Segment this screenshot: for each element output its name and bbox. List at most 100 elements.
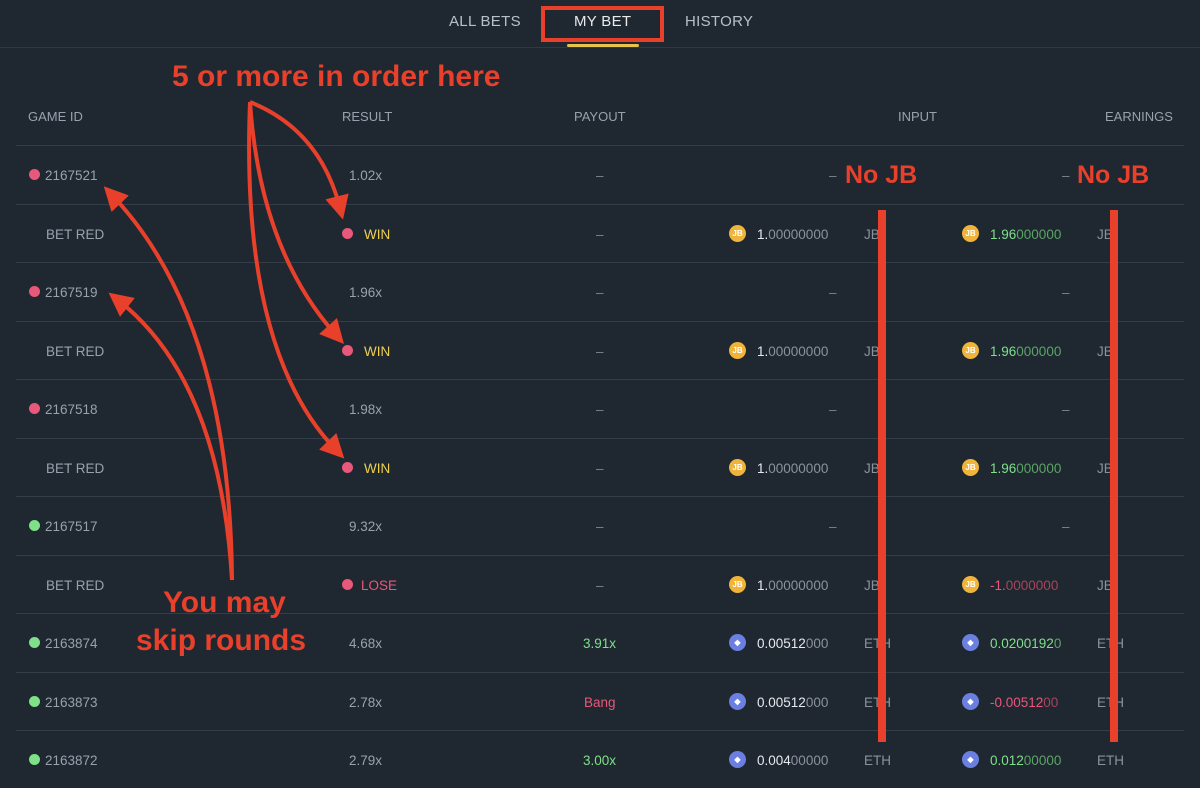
game-result: 2.78x bbox=[349, 694, 383, 710]
earnings-amount: 1.96000000 bbox=[990, 460, 1062, 476]
bet-result: WIN bbox=[364, 343, 391, 359]
annotation-arrows bbox=[103, 100, 1118, 742]
bet-color-dot bbox=[342, 461, 353, 473]
eth-coin-icon: ◆ bbox=[729, 692, 746, 710]
input-amount: 1.00000000 bbox=[757, 343, 829, 359]
earnings-currency: JB bbox=[1097, 226, 1113, 242]
eth-coin-icon: ◆ bbox=[962, 634, 979, 651]
payout: – bbox=[596, 577, 604, 593]
earnings-currency: JB bbox=[1097, 577, 1113, 593]
earnings-empty: – bbox=[1062, 402, 1070, 417]
earnings-amount: 0.02001920 bbox=[990, 636, 1062, 651]
game-id[interactable]: 2167517 bbox=[45, 519, 98, 534]
annotation-skip-2: skip rounds bbox=[136, 624, 307, 657]
earnings-empty: – bbox=[1062, 168, 1070, 183]
tab-all-bets[interactable]: ALL BETS bbox=[449, 13, 521, 30]
annotation-no-jb-earnings: No JB bbox=[1077, 161, 1150, 189]
game-id[interactable]: 2163873 bbox=[45, 694, 98, 710]
bet-label: BET RED bbox=[46, 460, 105, 476]
bet-color-dot bbox=[342, 344, 353, 356]
jb-coin-icon: JB bbox=[729, 341, 746, 359]
jb-coin-icon: JB bbox=[962, 458, 979, 476]
input-amount: 0.00512000 bbox=[757, 694, 829, 710]
bet-color-dot bbox=[342, 227, 353, 239]
annotation-no-jb-input: No JB bbox=[845, 161, 918, 189]
header-earnings: EARNINGS bbox=[1105, 109, 1173, 124]
jb-coin-icon: JB bbox=[962, 341, 979, 359]
table-row[interactable]: 2167519 1.96x – – – bbox=[16, 262, 1184, 320]
table-row[interactable]: 2167518 1.98x – – – bbox=[16, 379, 1184, 437]
header-payout: PAYOUT bbox=[574, 109, 626, 124]
table-row[interactable]: BET RED LOSE – JB 1.00000000 JB JB -1.0000000 JB bbox=[16, 554, 1184, 613]
active-tab-indicator bbox=[567, 44, 639, 47]
input-amount: 1.00000000 bbox=[757, 577, 829, 593]
bet-label: BET RED bbox=[46, 577, 105, 593]
jb-coin-icon: JB bbox=[729, 458, 746, 476]
payout: Bang bbox=[584, 694, 616, 710]
tab-history[interactable]: HISTORY bbox=[685, 13, 754, 30]
payout: – bbox=[596, 343, 604, 359]
game-result: 9.32x bbox=[349, 519, 383, 534]
table-row[interactable]: BET RED WIN – JB 1.00000000 JB JB 1.96000000 JB bbox=[16, 320, 1184, 379]
bet-label: BET RED bbox=[46, 343, 105, 359]
table-row[interactable]: BET RED WIN – JB 1.00000000 JB JB 1.96000000 JB bbox=[16, 203, 1184, 262]
input-currency: JB bbox=[864, 460, 880, 476]
header-input: INPUT bbox=[898, 109, 937, 124]
game-result: 1.02x bbox=[349, 168, 383, 183]
bet-result: WIN bbox=[364, 460, 391, 476]
earnings-currency: JB bbox=[1097, 460, 1113, 476]
tab-my-bet[interactable]: MY BET bbox=[574, 13, 632, 30]
table-row[interactable]: 2163874 4.68x 3.91x ◆ 0.00512000 ETH ◆ 0.020019… bbox=[16, 613, 1184, 671]
bet-label: BET RED bbox=[46, 226, 105, 242]
header-game-id: GAME ID bbox=[28, 109, 83, 124]
game-status-dot bbox=[29, 520, 40, 531]
earnings-currency: JB bbox=[1097, 343, 1113, 359]
jb-coin-icon: JB bbox=[962, 575, 979, 593]
payout: – bbox=[596, 226, 604, 242]
game-status-dot bbox=[29, 403, 40, 414]
tab-bar: ALL BETS MY BET HISTORY bbox=[0, 0, 1200, 48]
earnings-amount: 1.96000000 bbox=[990, 226, 1062, 242]
game-id[interactable]: 2167521 bbox=[45, 168, 98, 183]
bet-color-dot bbox=[342, 578, 353, 590]
input-currency: JB bbox=[864, 343, 880, 359]
input-currency: JB bbox=[864, 577, 880, 593]
table-row[interactable]: BET RED WIN – JB 1.00000000 JB JB 1.96000000 JB bbox=[16, 437, 1184, 496]
jb-coin-icon: JB bbox=[729, 224, 746, 242]
game-status-dot bbox=[29, 637, 40, 648]
game-id[interactable]: 2163874 bbox=[45, 636, 98, 651]
payout: 3.91x bbox=[583, 636, 617, 651]
table-row[interactable]: 2167517 9.32x – – – bbox=[16, 496, 1184, 554]
annotation-highlight-box bbox=[541, 6, 664, 42]
input-amount: 0.00512000 bbox=[757, 636, 829, 651]
input-amount: 1.00000000 bbox=[757, 226, 829, 242]
jb-coin-icon: JB bbox=[729, 575, 746, 593]
earnings-amount: -0.0051200 bbox=[990, 694, 1059, 710]
game-result: 1.96x bbox=[349, 285, 383, 300]
game-id[interactable]: 2167519 bbox=[45, 285, 98, 300]
annotation-bar-earnings bbox=[1110, 210, 1118, 742]
earnings-empty: – bbox=[1062, 519, 1070, 534]
game-id[interactable]: 2167518 bbox=[45, 402, 98, 417]
jb-coin-icon: JB bbox=[962, 224, 979, 242]
input-currency: JB bbox=[864, 226, 880, 242]
input-empty: – bbox=[829, 402, 837, 417]
table-row[interactable]: 2167521 1.02x – – – bbox=[16, 145, 1184, 203]
payout: – bbox=[596, 285, 604, 300]
game-result: 4.68x bbox=[349, 636, 383, 651]
eth-coin-icon: ◆ bbox=[962, 692, 979, 710]
annotation-skip-1: You may bbox=[163, 586, 286, 619]
game-status-dot bbox=[29, 169, 40, 180]
payout: – bbox=[596, 460, 604, 476]
table-row[interactable]: 2163873 2.78x Bang ◆ 0.00512000 ETH ◆ -0.005120… bbox=[16, 671, 1184, 730]
payout: – bbox=[596, 519, 604, 534]
game-status-dot bbox=[29, 286, 40, 297]
earnings-empty: – bbox=[1062, 285, 1070, 300]
annotation-top: 5 or more in order here bbox=[172, 60, 501, 93]
annotation-bar-input bbox=[878, 210, 886, 742]
input-empty: – bbox=[829, 519, 837, 534]
earnings-amount: 1.96000000 bbox=[990, 343, 1062, 359]
game-result: 1.98x bbox=[349, 402, 383, 417]
payout: – bbox=[596, 402, 604, 417]
input-empty: – bbox=[829, 168, 837, 183]
